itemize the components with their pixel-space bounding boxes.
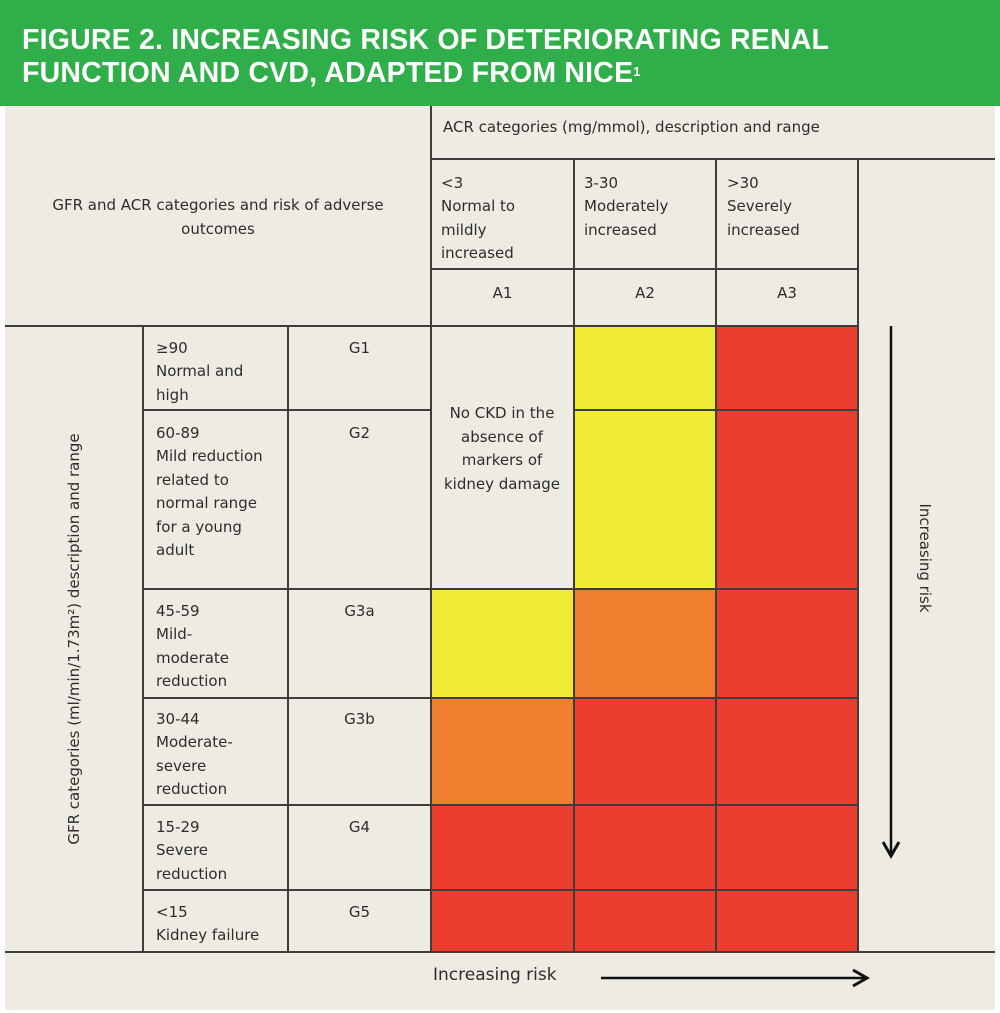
acr-heading: ACR categories (mg/mmol), description an…: [443, 118, 820, 136]
corner-label: GFR and ACR categories and risk of adver…: [52, 196, 384, 238]
acr-column-code: A1: [492, 284, 513, 302]
gfr-row-description: Mild reduction related to normal range f…: [156, 447, 263, 559]
gfr-row-range: 45-59: [156, 602, 200, 620]
risk-table: GFR and ACR categories and risk of adver…: [5, 106, 995, 1010]
gfr-row-range: 60-89: [156, 424, 200, 442]
gfr-row-code: G3a: [344, 602, 375, 620]
acr-column-range: 3-30: [584, 174, 619, 192]
risk-cell-g3b-a2: [574, 698, 716, 805]
grid-line: [5, 951, 995, 953]
acr-column-range: >30: [727, 174, 759, 192]
risk-cell-g3a-a2: [574, 589, 716, 698]
risk-cell-g1-a2: [574, 326, 716, 410]
risk-cell-g1-a3: [716, 326, 858, 410]
grid-line: [287, 326, 289, 952]
grid-line: [857, 158, 859, 952]
figure-title-line1: FIGURE 2. INCREASING RISK OF DETERIORATI…: [22, 24, 830, 56]
risk-cell-g5-a3: [716, 890, 858, 952]
acr-column-description: Normal to mildly increased: [441, 197, 516, 262]
risk-cell-g3a-a3: [716, 589, 858, 698]
grid-line: [143, 697, 858, 699]
gfr-row-range: <15: [156, 903, 188, 921]
increasing-risk-down-arrow: [881, 326, 901, 860]
acr-column-code: A2: [635, 284, 655, 302]
gfr-row-code: G5: [348, 903, 371, 921]
risk-cell-g5-a2: [574, 890, 716, 952]
gfr-row-description: Normal and high: [156, 362, 244, 404]
acr-column-code: A3: [777, 284, 797, 302]
gfr-row-description: Mild-moderate reduction: [156, 625, 230, 690]
gfr-row-description: Kidney failure: [156, 926, 260, 944]
figure-title-banner: FIGURE 2. INCREASING RISK OF DETERIORATI…: [0, 0, 1000, 106]
acr-column-range: <3: [441, 174, 464, 192]
risk-cell-g2-a2: [574, 410, 716, 589]
grid-line: [431, 268, 858, 270]
grid-line: [573, 158, 575, 952]
grid-line: [143, 804, 858, 806]
risk-cell-g3b-a3: [716, 698, 858, 805]
gfr-row-code: G4: [348, 818, 371, 836]
risk-cell-g2-a3: [716, 410, 858, 589]
grid-line: [431, 158, 995, 160]
risk-cell-g4-a2: [574, 805, 716, 890]
figure-title: FIGURE 2. INCREASING RISK OF DETERIORATI…: [22, 24, 982, 90]
grid-line: [430, 106, 432, 952]
gfr-row-code: G1: [348, 339, 371, 357]
grid-line: [715, 158, 717, 952]
acr-column-description: Moderately increased: [584, 197, 669, 239]
grid-line: [142, 326, 144, 952]
gfr-row-code: G2: [348, 424, 371, 442]
grid-line: [143, 588, 858, 590]
gfr-row-code: G3b: [344, 710, 375, 728]
risk-cell-g4-a3: [716, 805, 858, 890]
gfr-row-range: 15-29: [156, 818, 200, 836]
gfr-row-description: Moderate-severe reduction: [156, 733, 233, 798]
no-ckd-note: No CKD in the absence of markers of kidn…: [443, 404, 561, 493]
increasing-risk-horizontal-label: Increasing risk: [433, 965, 557, 985]
risk-cell-g3b-a1: [431, 698, 574, 805]
gfr-axis-label: GFR categories (ml/min/1.73m²) descripti…: [65, 433, 83, 845]
risk-cell-g4-a1: [431, 805, 574, 890]
gfr-row-description: Severe reduction: [156, 841, 228, 883]
increasing-risk-vertical-label: Increasing risk: [916, 503, 934, 613]
figure-title-reference: 1: [633, 64, 641, 79]
gfr-row-range: 30-44: [156, 710, 200, 728]
acr-column-description: Severely increased: [727, 197, 800, 239]
increasing-risk-right-arrow: [601, 968, 871, 988]
risk-cell-g5-a1: [431, 890, 574, 952]
risk-cell-g3a-a1: [431, 589, 574, 698]
grid-line: [143, 889, 858, 891]
figure-title-line2: FUNCTION AND CVD, ADAPTED FROM NICE: [22, 57, 634, 89]
gfr-row-range: ≥90: [156, 339, 188, 357]
